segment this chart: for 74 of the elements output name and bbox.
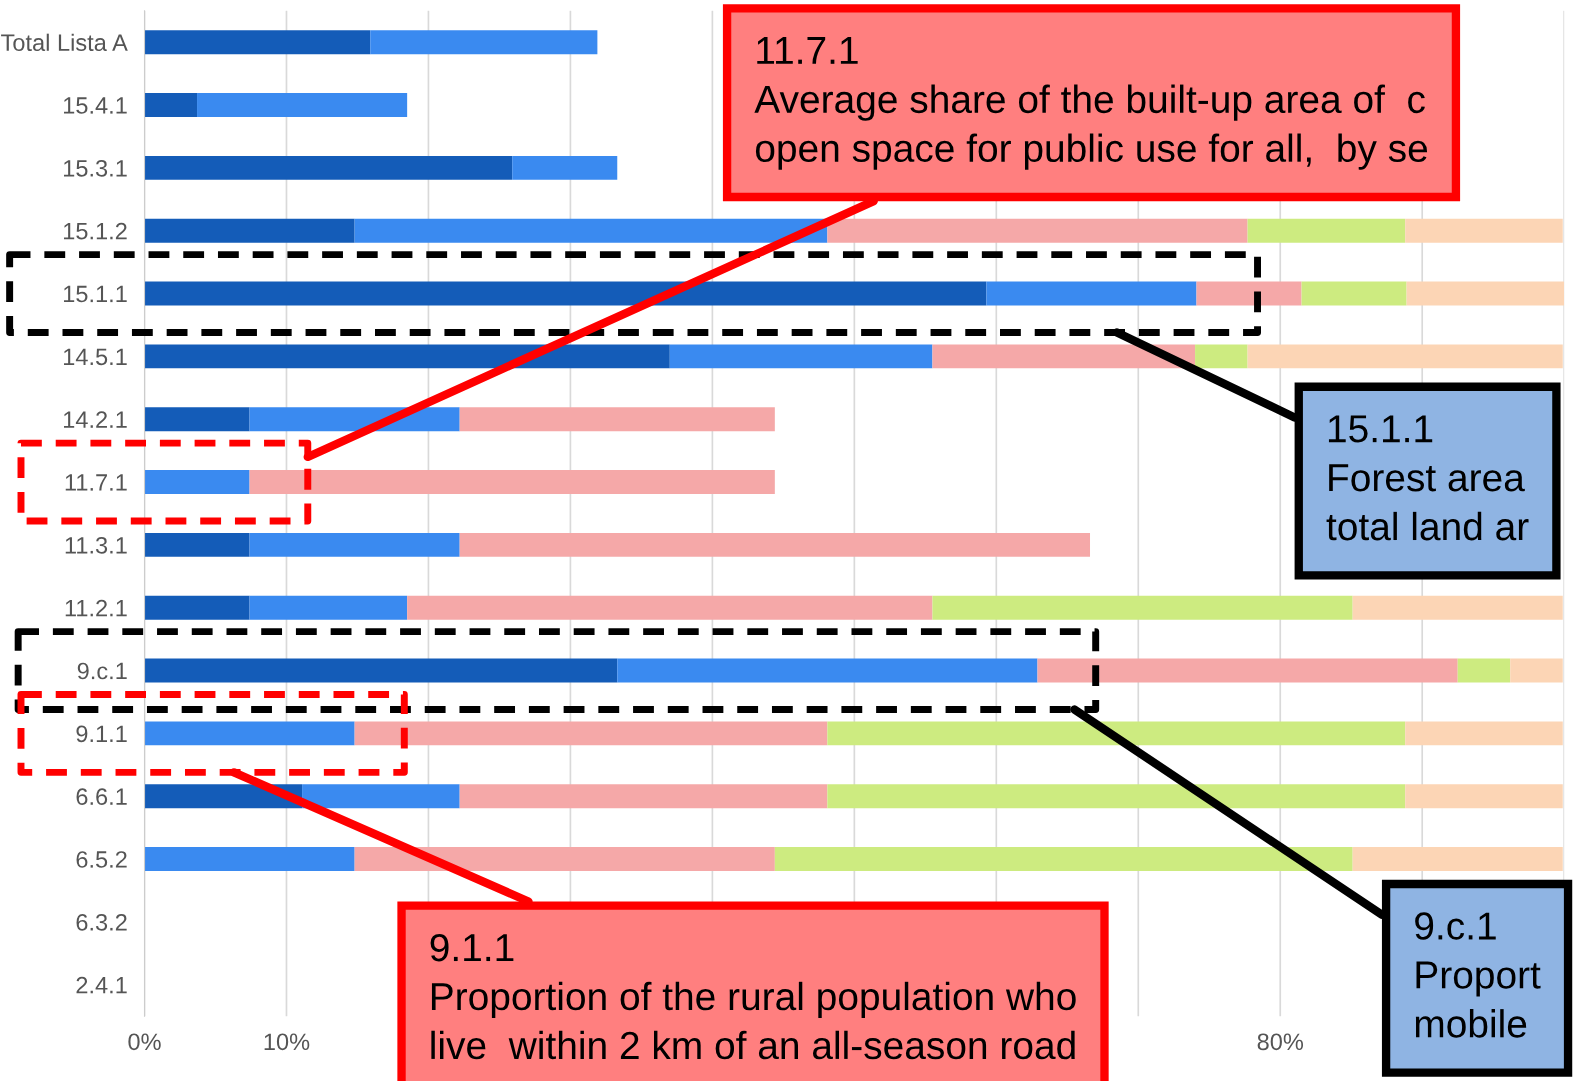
bar [144,93,198,117]
bar [459,407,775,432]
y-tick-label: 14.5.1 [64,348,127,366]
y-tick-label: 11.2.1 [65,599,127,617]
bar [827,721,1406,746]
bar [144,30,371,55]
y-tick-label: 15.4.1 [64,97,127,114]
bar [986,281,1197,306]
y-tick-label: 11.7.1 [65,474,127,491]
bar [827,784,1406,809]
y-tick-label: 6.5.2 [76,851,127,868]
annotation: 9.c.1 Proport mobile [1415,912,1541,1038]
bar [1352,847,1563,871]
y-tick-label: 15.1.2 [64,222,127,240]
bar [249,532,460,557]
bar [617,658,1038,683]
bar [249,407,460,432]
x-tick-label: 10% [264,1033,310,1051]
bar [1352,595,1563,620]
bar [249,595,408,620]
y-tick-label: 2.4.1 [76,976,127,994]
bar [1510,658,1563,683]
bar [197,93,408,117]
y-tick-label: 9.c.1 [77,662,127,680]
bar [1037,658,1458,683]
bar [1406,281,1565,306]
bar [354,847,775,871]
bar [302,784,460,809]
bar [459,532,1091,557]
bar [144,281,987,306]
bar [827,218,1248,243]
bar [1405,784,1563,809]
bar [932,344,1196,369]
bar [144,155,513,180]
bar [459,784,828,809]
bar [249,470,775,494]
bar [1457,658,1511,683]
bar [354,218,828,243]
y-tick-label: 14.2.1 [64,411,127,428]
bar [144,470,250,494]
bar [144,658,618,683]
bar [1405,721,1563,746]
y-tick-label: 6.3.2 [76,913,127,931]
bar [1247,344,1563,369]
y-tick-label: 15.1.1 [64,285,127,303]
annotation: 9.1.1 Proportion of the rural population who live within 2 km of an all-season road [430,933,1076,1060]
bar [144,595,250,620]
x-tick-label: 0% [128,1033,161,1051]
bar [144,847,355,871]
y-tick-label: 15.3.1 [64,159,127,177]
bar [1405,218,1563,243]
bar [354,721,828,746]
x-tick-label: 80% [1257,1033,1304,1051]
bar [1301,281,1407,306]
bar [1247,218,1406,243]
y-tick-label: 11.3.1 [65,536,127,554]
y-tick-label: 6.6.1 [76,788,127,806]
bar [144,218,355,243]
bar [1196,281,1302,306]
bar [370,30,598,55]
bar [144,532,250,557]
annotation: 15.1.1 Forest area total land ar [1326,415,1529,541]
annotation: 11.7.1 Average share of the built-up area of c open space for public use for all, by se [754,37,1428,170]
bar [144,407,250,432]
bar [774,847,1353,871]
bar [144,721,355,746]
bar [512,155,618,180]
y-tick-label: 9.1.1 [76,725,127,743]
bar [144,344,670,369]
bar [932,595,1353,620]
bar [407,595,933,620]
bar [1195,344,1248,369]
bar [669,344,933,369]
y-tick-label: Total Lista A [1,33,128,52]
